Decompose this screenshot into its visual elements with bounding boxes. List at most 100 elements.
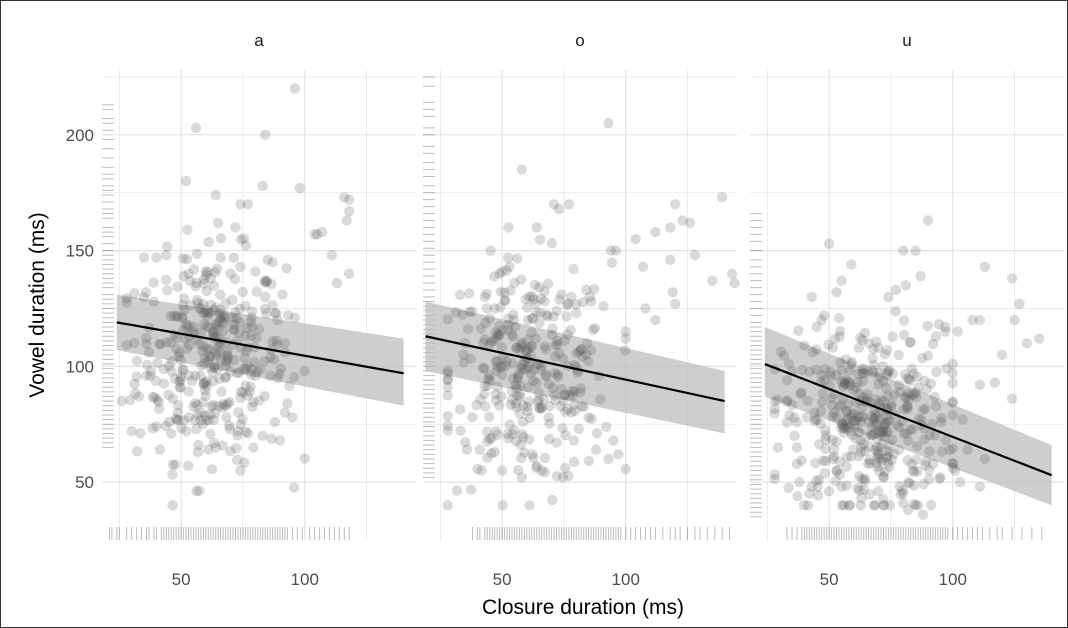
scatter-point [522,334,533,346]
scatter-point [196,360,207,371]
scatter-point [620,345,631,356]
scatter-point [299,453,310,464]
scatter-point [511,342,522,353]
scatter-point [866,429,878,441]
scatter-point [769,469,780,480]
scatter-point [183,460,194,472]
scatter-point [184,340,195,351]
scatter-point [879,418,890,429]
scatter-point [857,376,869,387]
scatter-point [925,499,937,511]
scatter-point [205,299,217,310]
scatter-point [910,245,921,256]
scatter-point [811,321,822,333]
scatter-point [552,371,564,382]
scatter-point [878,500,889,511]
scatter-point [827,411,839,422]
scatter-point [224,396,235,408]
scatter-point [919,375,930,387]
scatter-point [863,338,874,349]
scatter-point [505,285,516,296]
scatter-point [846,259,857,270]
scatter-point [175,355,187,366]
scatter-point [234,303,245,315]
scatter-point [729,277,740,289]
scatter-point [546,329,558,340]
scatter-point [489,303,500,314]
scatter-point [511,402,522,413]
scatter-point [522,314,534,326]
scatter-point [806,291,818,303]
confidence-bands [116,294,1052,506]
scatter-point [565,324,576,336]
scatter-point [947,378,958,389]
scatter-point [564,390,576,401]
scatter-point [893,349,904,361]
scatter-point [201,321,212,332]
scatter-point [552,369,564,380]
scatter-point [213,217,224,229]
scatter-point [214,308,225,319]
scatter-point [910,500,921,511]
scatter-point [203,444,214,455]
scatter-point [845,426,856,437]
scatter-point [557,422,568,434]
scatter-point [952,326,963,337]
scatter-point [220,360,232,371]
scatter-point [170,311,182,322]
scatter-point [272,339,283,350]
scatter-point [167,459,178,470]
scatter-point [541,371,552,382]
scatter-point [344,268,355,279]
scatter-point [906,458,918,470]
scatter-point [154,444,166,455]
scatter-point [299,365,310,377]
scatter-point [522,406,533,417]
scatter-point [568,263,579,275]
scatter-point [979,453,991,465]
scatter-point [532,396,543,407]
scatter-point [935,472,946,483]
scatter-point [237,387,248,398]
scatter-point [512,253,523,264]
scatter-point [544,418,555,429]
scatter-point [859,445,871,457]
scatter-point [539,341,550,352]
scatter-point [215,289,226,300]
scatter-point [249,356,260,368]
scatter-point [494,400,505,411]
scatter-point [288,371,300,383]
scatter-point [890,284,902,296]
scatter-point [865,458,876,469]
scatter-point [167,393,178,404]
scatter-point [794,476,805,488]
scatter-point [216,386,227,397]
scatter-point [503,252,514,263]
scatter-point [198,377,210,389]
scatter-point [215,252,226,263]
scatter-point [259,275,271,287]
scatter-point [856,411,868,422]
scatter-point [775,346,787,357]
scatter-point [542,311,553,322]
scatter-point [870,420,881,431]
scatter-point [533,387,544,398]
scatter-point [228,354,240,366]
scatter-point [311,229,323,240]
scatter-point [716,192,728,203]
scatter-point [578,401,590,412]
scatter-point [891,419,903,431]
scatter-point [878,493,889,505]
scatter-point [974,481,986,492]
scatter-point [1021,338,1033,349]
scatter-point [344,194,355,205]
scatter-point [181,319,192,330]
scatter-point [131,355,143,367]
scatter-point [846,429,858,441]
scatter-point [855,500,866,511]
scatter-point [915,270,926,282]
scatter-point [203,236,214,248]
scatter-point [868,367,879,378]
scatter-point [863,416,875,428]
scatter-point [173,414,184,426]
